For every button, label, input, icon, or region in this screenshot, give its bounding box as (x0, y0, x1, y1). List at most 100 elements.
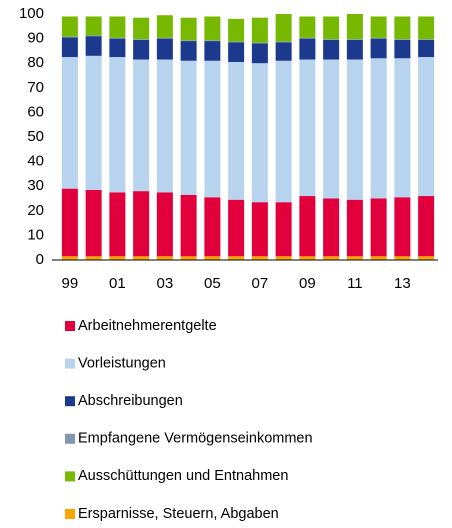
bar-segment (156, 15, 173, 38)
bar-segment (394, 256, 411, 260)
y-tick-label: 50 (27, 128, 44, 145)
bar-segment (85, 35, 102, 37)
bar-segment (346, 59, 363, 200)
bar-segment (85, 189, 102, 257)
legend-label: Empfangene Vermögenseinkommen (78, 431, 313, 447)
bar-segment (85, 256, 102, 260)
legend-label: Ersparnisse, Steuern, Abgaben (78, 506, 279, 522)
bar-segment (204, 40, 221, 42)
bar-segment (299, 37, 316, 39)
bar-segment (85, 36, 102, 56)
bar-segment (228, 61, 245, 200)
bar-segment (299, 16, 316, 38)
bar-segment (251, 202, 268, 257)
bar-segment (85, 16, 102, 36)
x-tick-label: 01 (109, 275, 126, 292)
bar-segment (323, 16, 340, 40)
bar-segment (180, 17, 197, 41)
bar-segment (418, 16, 435, 40)
bar-segment (204, 197, 221, 257)
bar-segment (346, 199, 363, 257)
bar-segment (133, 191, 150, 257)
bar-segment (228, 256, 245, 260)
bar-segment (180, 60, 197, 195)
x-tick-label: 03 (157, 275, 174, 292)
legend-label: Abschreibungen (78, 393, 183, 409)
bar-segment (418, 196, 435, 257)
legend-swatch (65, 321, 75, 331)
legend-swatch (65, 509, 75, 519)
bar-segment (61, 37, 78, 58)
y-tick-label: 10 (27, 226, 44, 243)
bar-segment (61, 188, 78, 257)
bar-segment (275, 60, 292, 203)
bar-segment (180, 256, 197, 260)
bar-segment (109, 256, 126, 260)
bar-segment (156, 37, 173, 39)
legend-swatch (65, 396, 75, 407)
bar-segment (346, 39, 363, 40)
x-tick-label: 09 (299, 275, 316, 292)
bar-segment (275, 202, 292, 257)
y-tick-label: 70 (27, 79, 44, 96)
bar-segment (156, 59, 173, 193)
y-tick-label: 30 (27, 177, 44, 194)
bar-segment (299, 196, 316, 257)
bar-segment (323, 256, 340, 260)
bar-segment (394, 39, 411, 59)
legend-swatch (65, 471, 75, 482)
legend-label: Vorleistungen (78, 355, 166, 371)
bar-segment (346, 39, 363, 60)
y-tick-label: 100 (19, 5, 44, 22)
y-tick-label: 20 (27, 202, 44, 219)
bar-segment (418, 256, 435, 260)
bar-segment (394, 39, 411, 40)
bar-segment (156, 192, 173, 257)
bar-segment (180, 41, 197, 61)
bar-segment (133, 39, 150, 40)
bar-segment (370, 16, 387, 38)
bar-segment (394, 197, 411, 257)
bar-segment (109, 38, 126, 58)
bar-segment (323, 59, 340, 199)
bar-segment (228, 41, 245, 43)
bar-segment (109, 192, 126, 257)
legend-label: Ausschüttungen und Entnahmen (78, 468, 288, 484)
x-tick-label: 13 (394, 275, 411, 292)
bar-segment (251, 42, 268, 44)
bar-segment (180, 40, 197, 42)
bar-segment (180, 194, 197, 257)
bar-segment (156, 256, 173, 260)
bar-segment (85, 55, 102, 190)
bar-segment (61, 256, 78, 260)
bar-segment (275, 41, 292, 43)
bar-segment (61, 36, 78, 38)
bar-segment (133, 39, 150, 60)
bar-segment (418, 57, 435, 197)
bar-segment (323, 39, 340, 40)
bar-segment (228, 42, 245, 62)
bar-segment (370, 198, 387, 257)
bar-segment (323, 198, 340, 257)
bar-segment (346, 256, 363, 260)
bar-segment (133, 17, 150, 40)
y-tick-label: 0 (36, 251, 44, 268)
x-tick-label: 99 (62, 275, 79, 292)
bar-segment (346, 14, 363, 40)
y-tick-label: 90 (27, 30, 44, 47)
bar-segment (275, 256, 292, 260)
bar-segment (61, 57, 78, 189)
y-tick-label: 60 (27, 103, 44, 120)
bar-segment (251, 256, 268, 260)
bar-segment (418, 39, 435, 58)
bar-segment (61, 16, 78, 37)
y-tick-label: 40 (27, 153, 44, 170)
bar-segment (394, 16, 411, 40)
legend-swatch (65, 433, 75, 444)
bar-segment (370, 38, 387, 59)
x-tick-label: 11 (347, 275, 363, 292)
bar-segment (251, 17, 268, 43)
bar-segment (204, 60, 221, 198)
bar-segment (299, 256, 316, 260)
